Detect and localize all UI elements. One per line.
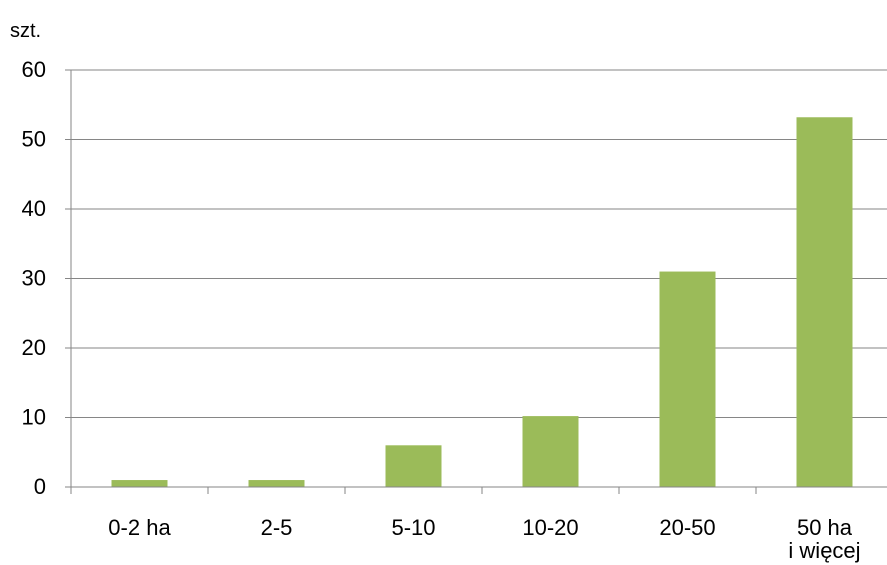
bar — [111, 480, 168, 487]
y-tick-label: 10 — [22, 405, 46, 430]
x-axis — [65, 70, 887, 494]
bar — [248, 480, 305, 487]
y-tick-label: 0 — [34, 474, 46, 499]
x-tick-label: 50 ha i więcej — [788, 515, 860, 563]
x-tick-label: 5-10 — [391, 515, 435, 540]
y-tick-label: 20 — [22, 335, 46, 360]
bars — [111, 117, 853, 487]
bar — [796, 117, 853, 487]
x-tick-label: 0-2 ha — [108, 515, 171, 540]
gridlines — [71, 69, 887, 418]
x-axis-ticks: 0-2 ha 2-5 5-10 10-20 20-50 50 ha i więcej — [70, 487, 861, 563]
x-tick-label: 10-20 — [522, 515, 578, 540]
bar — [385, 445, 442, 487]
y-tick-label: 50 — [22, 127, 46, 152]
y-axis-unit-label: szt. — [10, 20, 41, 42]
x-tick-label: 20-50 — [659, 515, 715, 540]
y-axis-ticks: 0 10 20 30 40 50 60 — [22, 57, 71, 499]
y-tick-label: 40 — [22, 196, 46, 221]
y-tick-label: 60 — [22, 57, 46, 82]
bar — [659, 271, 716, 487]
y-tick-label: 30 — [22, 266, 46, 291]
bar — [522, 416, 579, 487]
x-tick-label: 2-5 — [261, 515, 293, 540]
